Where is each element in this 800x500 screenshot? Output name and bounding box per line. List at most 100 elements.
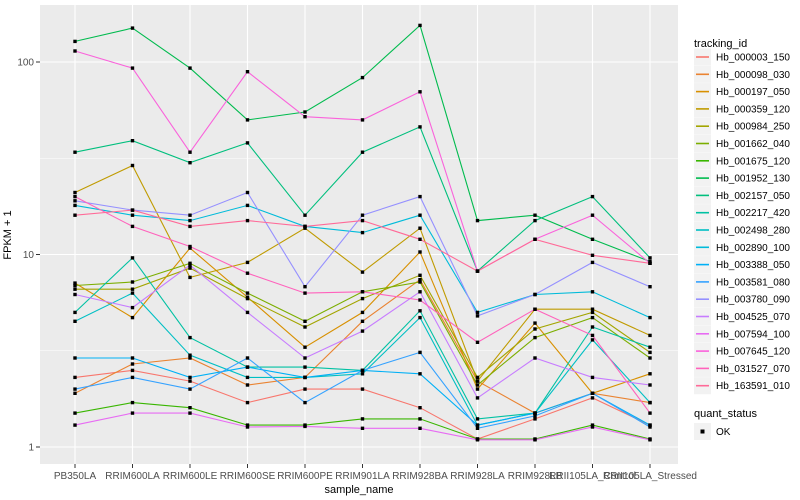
data-point-marker bbox=[418, 194, 422, 199]
data-point-marker bbox=[130, 280, 135, 284]
data-point-marker bbox=[130, 291, 135, 295]
data-point-marker bbox=[360, 372, 365, 376]
legend-item-Hb_000984_250: Hb_000984_250 bbox=[694, 117, 790, 135]
legend-label: Hb_001662_040 bbox=[716, 139, 790, 150]
data-point-marker bbox=[188, 266, 192, 270]
data-point-marker bbox=[360, 150, 365, 154]
data-point-marker bbox=[418, 237, 422, 241]
data-point-marker bbox=[418, 226, 422, 230]
legend-item-Hb_002498_280: Hb_002498_280 bbox=[694, 221, 790, 239]
data-point-marker bbox=[245, 400, 250, 405]
data-point-marker bbox=[245, 383, 250, 387]
legend-item-Hb_000197_050: Hb_000197_050 bbox=[694, 83, 790, 101]
legend-label: Hb_000098_030 bbox=[716, 70, 790, 81]
data-point-marker bbox=[418, 315, 422, 320]
legend-item-Hb_003581_080: Hb_003581_080 bbox=[694, 273, 790, 291]
data-point-marker bbox=[360, 319, 365, 323]
data-point-marker bbox=[73, 203, 77, 208]
data-point-marker bbox=[130, 287, 135, 291]
data-point-marker bbox=[245, 425, 250, 429]
data-point-marker bbox=[648, 261, 652, 265]
data-point-marker bbox=[360, 270, 365, 274]
data-point-marker bbox=[648, 259, 652, 264]
data-point-marker bbox=[130, 362, 135, 366]
legend-title-tracking-id: tracking_id bbox=[694, 38, 747, 50]
data-point-marker bbox=[360, 329, 365, 333]
data-point-marker bbox=[303, 400, 307, 405]
data-point-marker bbox=[418, 309, 422, 313]
data-point-marker bbox=[73, 150, 77, 154]
legend-item-Hb_001662_040: Hb_001662_040 bbox=[694, 135, 790, 152]
data-point-marker bbox=[360, 426, 365, 430]
data-point-marker bbox=[590, 391, 595, 395]
data-point-marker bbox=[73, 391, 77, 395]
legend-label: Hb_002157_050 bbox=[716, 191, 790, 202]
data-point-marker bbox=[590, 396, 595, 400]
data-point-marker bbox=[648, 372, 652, 376]
data-point-marker bbox=[475, 310, 480, 315]
data-point-marker bbox=[648, 345, 652, 349]
legend-label: Hb_000984_250 bbox=[716, 122, 790, 133]
data-point-marker bbox=[533, 411, 537, 415]
data-point-marker bbox=[533, 213, 537, 217]
data-point-marker bbox=[648, 256, 652, 260]
data-point-marker bbox=[73, 199, 77, 203]
data-point-marker bbox=[73, 310, 77, 315]
data-point-marker bbox=[73, 375, 77, 380]
data-point-marker bbox=[130, 213, 135, 217]
data-point-marker bbox=[533, 417, 537, 421]
data-point-marker bbox=[360, 290, 365, 294]
data-point-marker bbox=[303, 345, 307, 349]
data-point-marker bbox=[303, 319, 307, 323]
data-point-marker bbox=[188, 275, 192, 280]
data-point-marker bbox=[590, 425, 595, 429]
x-tick-label: RRIM928BA bbox=[392, 471, 448, 482]
data-point-marker bbox=[130, 400, 135, 405]
data-point-marker bbox=[360, 368, 365, 373]
data-point-marker bbox=[590, 253, 595, 257]
data-point-marker bbox=[303, 226, 307, 230]
legend-label: Hb_031527_070 bbox=[716, 364, 790, 375]
data-point-marker bbox=[130, 315, 135, 320]
data-point-marker bbox=[245, 310, 250, 315]
data-point-marker bbox=[590, 310, 595, 315]
data-point-marker bbox=[533, 335, 537, 340]
data-point-marker bbox=[130, 375, 135, 380]
data-point-marker bbox=[73, 287, 77, 291]
data-point-marker bbox=[73, 283, 77, 288]
data-point-marker bbox=[73, 190, 77, 195]
data-point-marker bbox=[303, 365, 307, 369]
data-point-marker bbox=[245, 70, 250, 74]
legend-title-quant-status: quant_status bbox=[694, 408, 757, 420]
data-point-marker bbox=[418, 90, 422, 94]
data-point-marker bbox=[475, 375, 480, 380]
data-point-marker bbox=[648, 411, 652, 415]
data-point-marker bbox=[245, 365, 250, 369]
legend-item-Hb_000359_120: Hb_000359_120 bbox=[694, 100, 790, 118]
data-point-marker bbox=[245, 423, 250, 427]
y-axis-ticks: 1 10 100 bbox=[17, 58, 40, 454]
x-axis-title: sample_name bbox=[324, 484, 393, 496]
data-point-marker bbox=[303, 285, 307, 289]
data-point-marker bbox=[648, 285, 652, 289]
x-tick-label: RRIM928LA bbox=[450, 471, 505, 482]
data-point-marker bbox=[130, 356, 135, 360]
data-point-marker bbox=[130, 208, 135, 212]
data-point-marker bbox=[73, 292, 77, 297]
legend-label: Hb_003780_090 bbox=[716, 295, 790, 306]
data-point-marker bbox=[303, 387, 307, 391]
quant-ok-label: OK bbox=[716, 427, 731, 438]
legend-label: Hb_001952_130 bbox=[716, 174, 790, 185]
data-point-marker bbox=[475, 340, 480, 344]
y-tick-label: 1 bbox=[28, 443, 34, 454]
legend-label: Hb_007594_100 bbox=[716, 329, 790, 340]
data-point-marker bbox=[648, 438, 652, 442]
data-point-marker bbox=[533, 321, 537, 325]
data-point-marker bbox=[590, 325, 595, 329]
data-point-marker bbox=[245, 271, 250, 275]
data-point-marker bbox=[73, 411, 77, 415]
data-point-marker bbox=[418, 273, 422, 277]
x-tick-label: RRIM600SE bbox=[220, 471, 276, 482]
data-point-marker bbox=[475, 423, 480, 427]
